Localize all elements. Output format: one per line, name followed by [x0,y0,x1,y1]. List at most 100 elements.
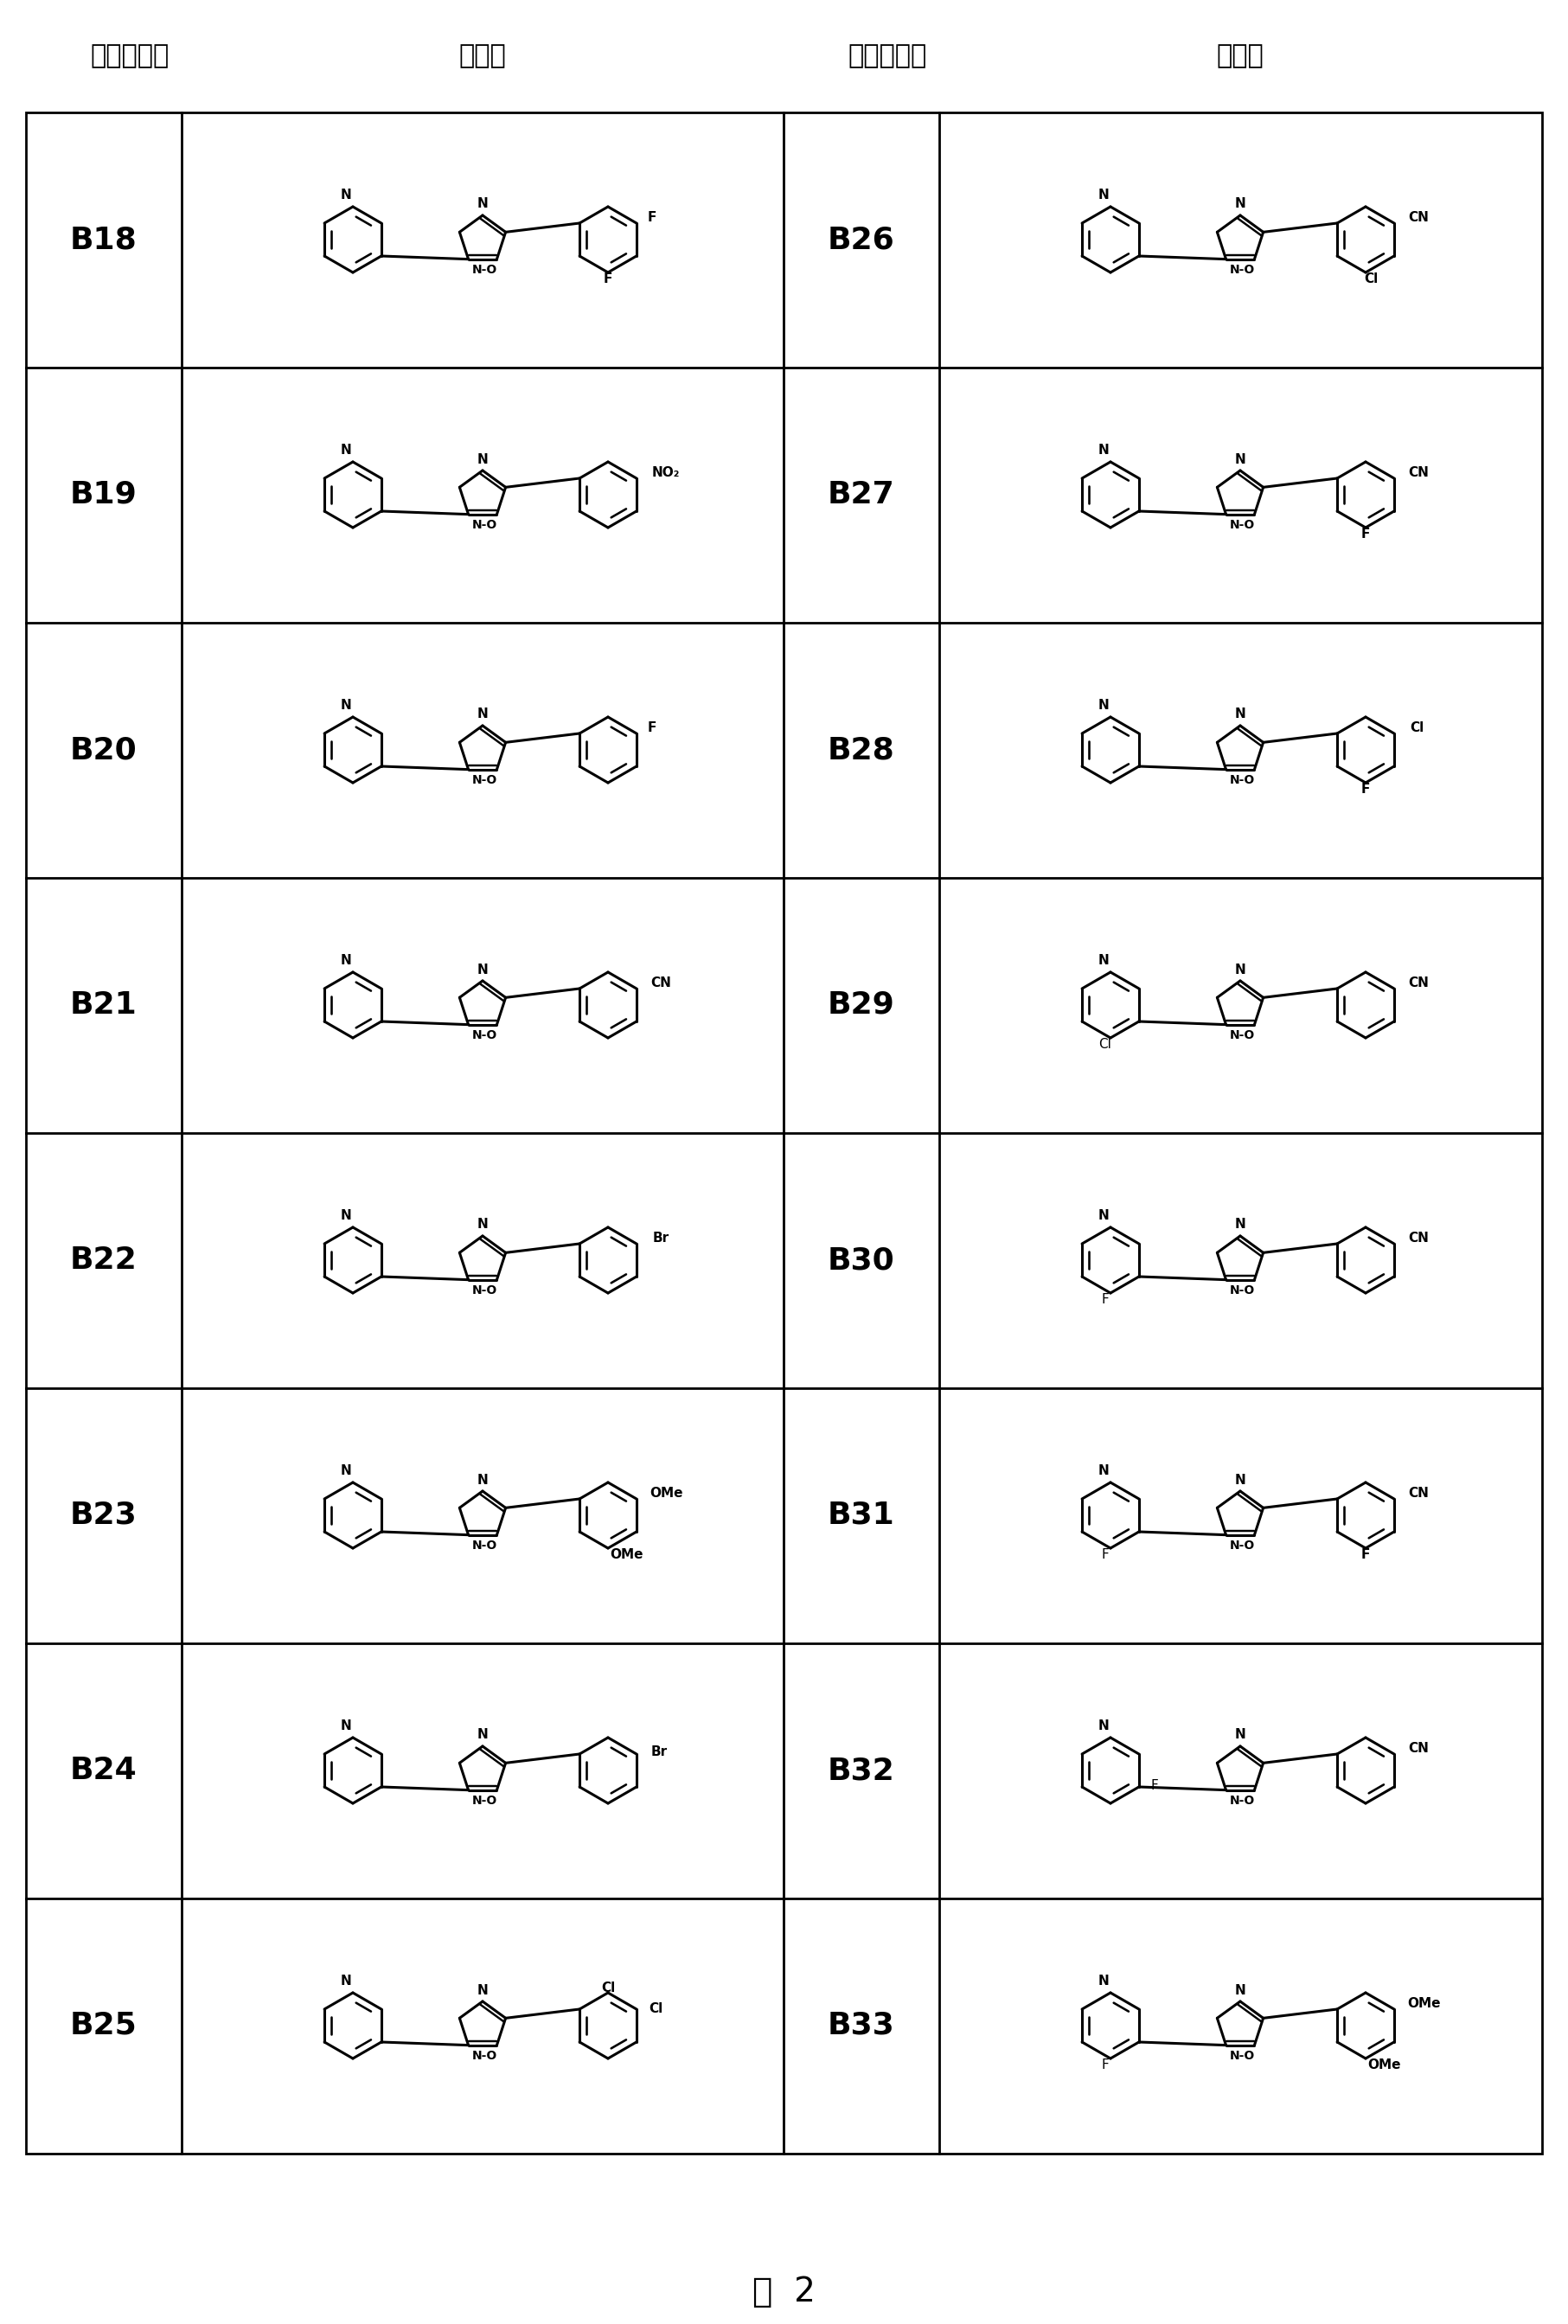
Text: N-O: N-O [1229,1538,1254,1552]
Text: N: N [477,1729,488,1741]
Text: N: N [340,953,351,967]
Text: N: N [340,1720,351,1731]
Text: F: F [648,720,657,734]
Text: N: N [477,1473,488,1487]
Text: N: N [1098,1720,1109,1731]
Text: OMe: OMe [1367,2059,1402,2073]
Text: N: N [477,453,488,465]
Text: N-O: N-O [472,1794,497,1806]
Text: N: N [1098,1973,1109,1987]
Text: N: N [477,198,488,211]
Text: CN: CN [1408,1487,1428,1499]
Text: N-O: N-O [1229,1030,1254,1041]
Text: F: F [1101,1294,1109,1306]
Text: F: F [1151,1780,1159,1792]
Text: N: N [1234,709,1245,720]
Text: N: N [1098,953,1109,967]
Text: B23: B23 [71,1501,138,1529]
Text: CN: CN [651,976,671,990]
Text: OMe: OMe [1406,1996,1441,2010]
Text: F: F [604,272,613,286]
Text: N: N [1098,188,1109,202]
Text: N: N [1234,198,1245,211]
Text: B33: B33 [828,2010,895,2040]
Text: CN: CN [1408,1232,1428,1243]
Text: N: N [477,962,488,976]
Text: F: F [1361,1548,1370,1562]
Text: N-O: N-O [472,774,497,786]
Text: F: F [1101,1548,1109,1562]
Text: N: N [477,1985,488,1996]
Text: N: N [1098,700,1109,711]
Text: N: N [1098,1208,1109,1222]
Text: 图  2: 图 2 [753,2275,815,2308]
Text: B26: B26 [828,225,895,253]
Text: N-O: N-O [472,263,497,277]
Text: N: N [340,1464,351,1476]
Text: CN: CN [1408,465,1428,479]
Text: Br: Br [652,1232,670,1243]
Text: N: N [1234,1218,1245,1232]
Text: N: N [340,188,351,202]
Text: N-O: N-O [472,1285,497,1297]
Text: B27: B27 [828,481,895,509]
Text: N: N [1234,1729,1245,1741]
Text: OMe: OMe [649,1487,682,1499]
Text: CN: CN [1408,211,1428,223]
Text: N-O: N-O [1229,1794,1254,1806]
Text: Cl: Cl [1364,272,1378,286]
Text: N: N [477,709,488,720]
Text: 化合物编号: 化合物编号 [91,44,169,70]
Text: Cl: Cl [1410,720,1424,734]
Text: 结构式: 结构式 [459,44,506,70]
Text: Cl: Cl [1099,1039,1112,1050]
Text: B31: B31 [828,1501,895,1529]
Text: B24: B24 [71,1755,138,1785]
Text: N: N [340,444,351,456]
Text: N: N [340,1973,351,1987]
Text: F: F [1101,2059,1109,2073]
Text: N: N [477,1218,488,1232]
Text: N-O: N-O [1229,774,1254,786]
Text: CN: CN [1408,976,1428,990]
Text: N: N [1234,1985,1245,1996]
Text: B29: B29 [828,990,895,1020]
Text: B22: B22 [71,1246,138,1276]
Text: N: N [1234,962,1245,976]
Bar [784,112,1541,2154]
Text: N-O: N-O [1229,2050,1254,2061]
Text: OMe: OMe [610,1548,644,1562]
Text: N: N [340,700,351,711]
Text: N: N [340,1208,351,1222]
Text: N: N [1234,453,1245,465]
Text: N: N [1098,1464,1109,1476]
Text: 化合物编号: 化合物编号 [848,44,927,70]
Text: Cl: Cl [601,1980,615,1994]
Text: N-O: N-O [472,2050,497,2061]
Text: N-O: N-O [472,1538,497,1552]
Text: N-O: N-O [472,1030,497,1041]
Text: B30: B30 [828,1246,895,1276]
Text: N: N [1234,1473,1245,1487]
Text: Br: Br [651,1745,668,1757]
Text: B25: B25 [71,2010,138,2040]
Text: CN: CN [1408,1741,1428,1755]
Text: NO₂: NO₂ [652,465,681,479]
Text: B32: B32 [828,1755,895,1785]
Text: F: F [1361,528,1370,541]
Text: N-O: N-O [1229,1285,1254,1297]
Text: Cl: Cl [649,2001,663,2015]
Text: N-O: N-O [1229,518,1254,530]
Text: B21: B21 [71,990,138,1020]
Text: F: F [1361,783,1370,797]
Text: N-O: N-O [472,518,497,530]
Text: F: F [648,211,657,223]
Text: B28: B28 [828,734,895,765]
Text: N: N [1098,444,1109,456]
Text: B18: B18 [71,225,138,253]
Text: B20: B20 [71,734,138,765]
Text: 结构式: 结构式 [1217,44,1264,70]
Text: N-O: N-O [1229,263,1254,277]
Text: B19: B19 [71,481,138,509]
Bar [27,112,784,2154]
